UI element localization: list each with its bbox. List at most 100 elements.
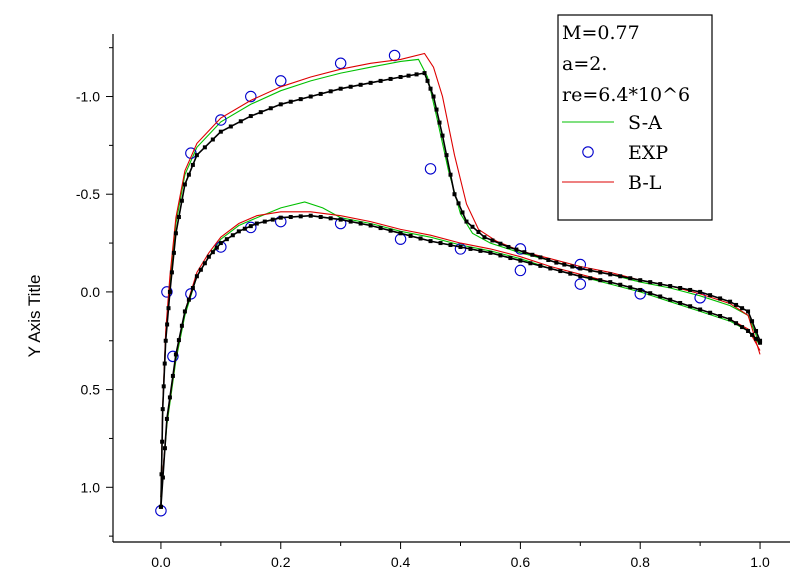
series-marker bbox=[598, 278, 603, 283]
legend: M=0.77 a=2. re=6.4*10^6 S-A EXP B-L bbox=[557, 14, 713, 221]
series-marker bbox=[458, 244, 463, 249]
series-marker bbox=[754, 328, 759, 333]
series-marker bbox=[202, 261, 207, 266]
series-marker bbox=[506, 244, 511, 249]
series-marker bbox=[228, 124, 233, 129]
series-marker bbox=[165, 322, 170, 327]
legend-header-line: a=2. bbox=[562, 53, 607, 75]
series-marker bbox=[428, 239, 433, 244]
series-marker bbox=[224, 237, 229, 242]
series-marker bbox=[298, 97, 303, 102]
series-marker bbox=[658, 294, 663, 299]
series-marker bbox=[588, 276, 593, 281]
series-marker bbox=[173, 231, 178, 236]
series-marker bbox=[398, 231, 403, 236]
series-marker bbox=[425, 78, 430, 83]
data-point bbox=[215, 114, 227, 126]
series-marker bbox=[508, 256, 513, 261]
y-tick-label: -1.0 bbox=[76, 89, 100, 105]
series-marker bbox=[750, 319, 755, 324]
series-marker bbox=[708, 310, 713, 315]
series-marker bbox=[422, 71, 427, 76]
data-point bbox=[334, 57, 347, 70]
series-marker bbox=[588, 268, 593, 273]
series-marker bbox=[668, 297, 673, 302]
series-marker bbox=[160, 439, 165, 444]
series-marker bbox=[176, 338, 181, 343]
series-marker bbox=[190, 286, 195, 290]
legend-box bbox=[557, 14, 713, 221]
series-marker bbox=[164, 416, 169, 421]
series-marker bbox=[318, 91, 323, 96]
series-marker bbox=[478, 248, 483, 253]
x-tick-label: 0.8 bbox=[630, 554, 650, 570]
series-marker bbox=[638, 287, 643, 292]
y-tick-label: 1.0 bbox=[81, 479, 101, 495]
series-marker bbox=[278, 102, 283, 107]
series-marker bbox=[437, 120, 442, 125]
series-marker bbox=[338, 217, 343, 222]
series-marker bbox=[698, 307, 703, 312]
series-marker bbox=[414, 72, 419, 77]
series-marker bbox=[740, 306, 745, 311]
series-marker bbox=[358, 221, 363, 226]
series-marker bbox=[348, 219, 353, 224]
series-marker bbox=[262, 219, 267, 224]
data-point bbox=[167, 350, 179, 363]
legend-label: B-L bbox=[628, 172, 662, 194]
series-marker bbox=[608, 280, 613, 285]
series-marker bbox=[368, 80, 373, 85]
series-marker bbox=[182, 182, 187, 187]
series-marker bbox=[179, 323, 184, 328]
series-marker bbox=[210, 250, 215, 255]
series-marker bbox=[678, 286, 683, 290]
series-marker bbox=[728, 299, 733, 304]
data-point bbox=[394, 233, 407, 245]
series-marker bbox=[378, 78, 383, 83]
y-tick-label: -0.5 bbox=[76, 186, 100, 202]
series-marker bbox=[568, 271, 573, 276]
series-marker bbox=[538, 263, 543, 268]
series-marker bbox=[238, 119, 243, 124]
series-marker bbox=[162, 361, 167, 366]
series-marker bbox=[162, 446, 167, 451]
series-marker bbox=[171, 250, 176, 255]
series-marker bbox=[628, 285, 633, 290]
y-tick-label: 0.0 bbox=[81, 284, 101, 300]
series-marker bbox=[530, 252, 535, 257]
series-marker bbox=[408, 233, 413, 238]
series-marker bbox=[210, 137, 215, 142]
series-marker bbox=[434, 107, 439, 112]
series-marker bbox=[658, 282, 663, 287]
legend-header-line: re=6.4*10^6 bbox=[562, 84, 690, 106]
data-point bbox=[574, 278, 587, 290]
series-marker bbox=[578, 266, 583, 271]
series-marker bbox=[179, 198, 184, 203]
series-marker bbox=[198, 267, 203, 272]
data-point bbox=[275, 75, 287, 87]
series-marker bbox=[538, 255, 543, 260]
series-computed bbox=[158, 71, 763, 509]
series-marker bbox=[688, 304, 693, 309]
series-marker bbox=[163, 338, 168, 343]
series-marker bbox=[318, 215, 323, 220]
x-tick-label: 0.0 bbox=[151, 554, 171, 570]
series-marker bbox=[448, 243, 453, 248]
series-marker bbox=[718, 296, 723, 301]
series-marker bbox=[169, 270, 174, 275]
series-marker bbox=[186, 297, 191, 302]
x-tick-label: 0.6 bbox=[511, 554, 531, 570]
data-point bbox=[424, 163, 437, 175]
series-marker bbox=[182, 309, 187, 314]
series-marker bbox=[628, 276, 633, 281]
series-marker bbox=[618, 274, 623, 279]
series-marker bbox=[167, 395, 172, 400]
series-marker bbox=[728, 317, 733, 322]
series-marker bbox=[498, 241, 503, 246]
series-marker bbox=[288, 99, 293, 104]
series-marker bbox=[258, 110, 263, 115]
series-marker bbox=[328, 89, 333, 94]
series-marker bbox=[298, 214, 303, 219]
plot-area bbox=[155, 49, 763, 517]
series-marker bbox=[167, 289, 172, 294]
